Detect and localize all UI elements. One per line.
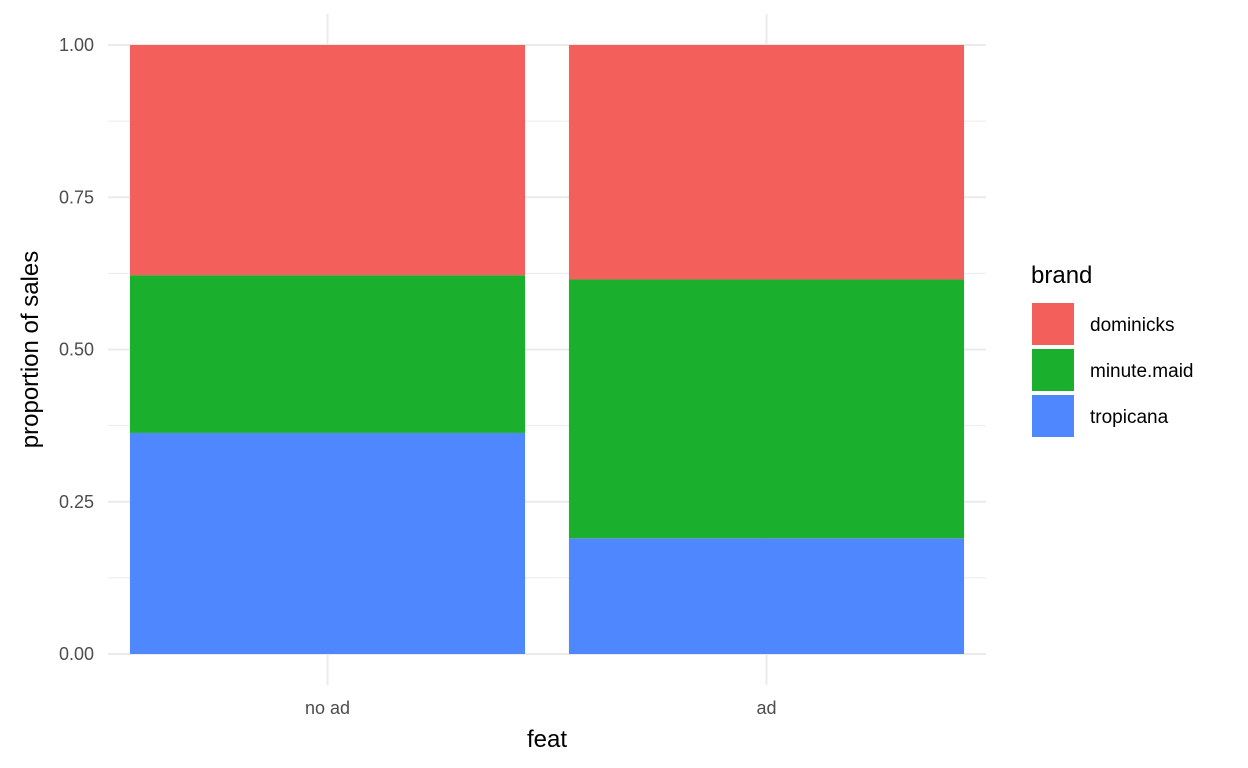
legend-label: minute.maid [1090, 361, 1194, 382]
legend-key-dominicks [1032, 303, 1074, 345]
bars [129, 45, 965, 654]
bar-segment-tropicana [129, 432, 526, 654]
bar-segment-minute-maid [568, 279, 965, 539]
legend-key-tropicana [1032, 395, 1074, 437]
x-axis-title: feat [527, 726, 567, 753]
x-tick-label: ad [756, 698, 776, 718]
y-tick-label: 0.00 [59, 644, 94, 664]
y-tick-label: 0.50 [59, 340, 94, 360]
legend-label: tropicana [1090, 407, 1169, 428]
legend-label: dominicks [1090, 315, 1174, 336]
y-tick-label: 1.00 [59, 35, 94, 55]
y-axis-ticks: 0.00 0.25 0.50 0.75 1.00 [59, 35, 94, 664]
bar-segment-dominicks [129, 45, 526, 276]
x-tick-label: no ad [305, 698, 350, 718]
y-axis-title: proportion of sales [17, 251, 44, 448]
legend-title: brand [1031, 262, 1092, 289]
y-tick-label: 0.75 [59, 187, 94, 207]
legend-key-minute-maid [1032, 349, 1074, 391]
legend: brand dominicks minute.maid tropicana [1031, 262, 1194, 437]
bar-segment-minute-maid [129, 275, 526, 433]
x-axis-ticks: no ad ad [305, 698, 777, 718]
bar-segment-tropicana [568, 538, 965, 654]
bar-segment-dominicks [568, 45, 965, 280]
y-tick-label: 0.25 [59, 492, 94, 512]
